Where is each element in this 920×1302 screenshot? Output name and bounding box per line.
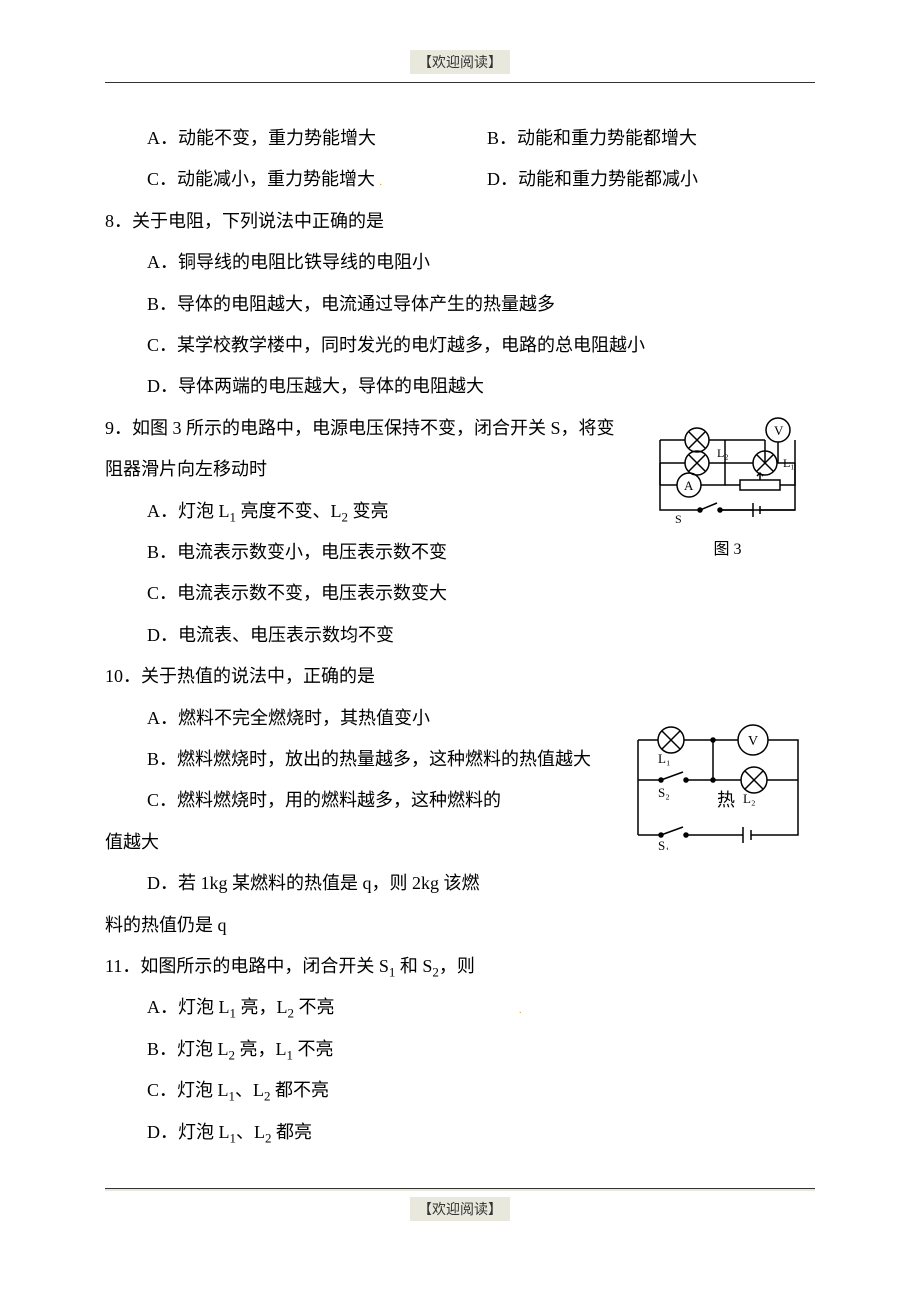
svg-text:V: V <box>748 734 758 749</box>
page-footer: 【欢迎阅读】 <box>105 1188 815 1221</box>
q8-optD: D．导体两端的电压越大，导体的电阻越大 <box>105 366 815 407</box>
q7-optD: D．动能和重力势能都减小 <box>487 159 698 200</box>
q8-optC: C．某学校教学楼中，同时发光的电灯越多，电路的总电阻越小 <box>105 325 815 366</box>
circuit-diagram-2: L₁ V S₂ L₂ <box>623 715 813 855</box>
svg-text:L₂: L₂ <box>743 791 755 806</box>
q9-optC: C．电流表示数不变，电压表示数变大 <box>105 573 815 614</box>
q8-optB: B．导体的电阻越大，电流通过导体产生的热量越多 <box>105 284 815 325</box>
q11-optD: D．灯泡 L1、L2 都亮 <box>105 1112 815 1153</box>
footer-text: 【欢迎阅读】 <box>410 1197 510 1221</box>
q9-optD: D．电流表、电压表示数均不变 <box>105 615 815 656</box>
document-content: A．动能不变，重力势能增大 B．动能和重力势能都增大 C．动能减小，重力势能增大… <box>105 118 815 1153</box>
svg-text:L₂: L₂ <box>717 446 729 460</box>
circuit-1-label: 图 3 <box>645 535 810 559</box>
q8-stem: 8．关于电阻，下列说法中正确的是 <box>105 201 815 242</box>
q7-optA: A．动能不变，重力势能增大 <box>147 118 487 159</box>
svg-text:A: A <box>684 478 694 493</box>
q10-stem: 10．关于热值的说法中，正确的是 <box>105 656 815 697</box>
q7-optC: C．动能减小，重力势能增大 . <box>147 159 487 200</box>
svg-text:V: V <box>774 423 784 438</box>
q11-optB: B．灯泡 L2 亮，L1 不亮 <box>105 1029 815 1070</box>
svg-text:S₂: S₂ <box>658 785 670 800</box>
q7-optB: B．动能和重力势能都增大 <box>487 118 697 159</box>
svg-text:S: S <box>675 512 682 525</box>
q7-row2: C．动能减小，重力势能增大 . D．动能和重力势能都减小 <box>105 159 815 200</box>
q11-stem: 11．如图所示的电路中，闭合开关 S1 和 S2，则 <box>105 946 815 987</box>
q10-optD1: D．若 1kg 某燃料的热值是 q，则 2kg 该燃 <box>105 863 815 904</box>
q8-optA: A．铜导线的电阻比铁导线的电阻小 <box>105 242 815 283</box>
q11-optC: C．灯泡 L1、L2 都不亮 <box>105 1070 815 1111</box>
q11-optA: A．灯泡 L1 亮，L2 不亮 . <box>105 987 815 1028</box>
svg-text:L₁: L₁ <box>658 751 670 766</box>
q10-optD2: 料的热值仍是 q <box>105 905 815 946</box>
page-header: 【欢迎阅读】 <box>105 50 815 83</box>
header-text: 【欢迎阅读】 <box>410 50 510 74</box>
circuit-diagram-1: L₂ V L₁ A <box>645 415 810 559</box>
q7-row1: A．动能不变，重力势能增大 B．动能和重力势能都增大 <box>105 118 815 159</box>
svg-text:S₁: S₁ <box>658 838 670 850</box>
